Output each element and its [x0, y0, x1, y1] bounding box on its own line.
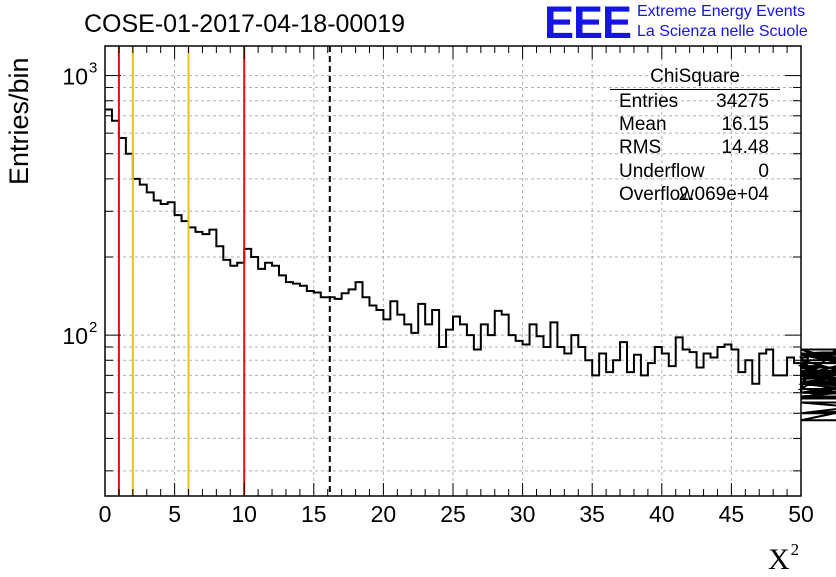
x-tick-label: 15	[301, 501, 327, 527]
logo-line-2: La Scienza nelle Scuole	[637, 23, 808, 40]
x-tick-label: 40	[649, 501, 675, 527]
x-tick-label: 35	[579, 501, 605, 527]
marker-lines	[117, 46, 331, 496]
stats-row: Underflow 0	[610, 160, 780, 183]
stats-box: ChiSquare Entries 34275 Mean 16.15 RMS 14.48 U…	[610, 66, 780, 206]
stats-value: 0	[758, 160, 769, 182]
y-tick-label: 10	[62, 64, 88, 90]
stats-box-name: ChiSquare	[610, 66, 780, 90]
stats-key: Mean	[619, 114, 667, 136]
y-axis-label: Entries/bin	[4, 57, 34, 185]
x-axis-label-symbol: X	[768, 543, 790, 576]
chart-title: COSE-01-2017-04-18-00019	[84, 10, 406, 38]
stats-value: 14.48	[721, 137, 769, 159]
x-tick-label: 10	[231, 501, 257, 527]
eee-logo: EEE	[544, 0, 632, 48]
histogram-series	[105, 108, 836, 422]
x-tick-label: 45	[719, 501, 745, 527]
stats-key: Entries	[619, 91, 679, 112]
x-tick-label: 5	[168, 501, 181, 527]
stats-key: Overflow	[619, 183, 694, 205]
x-axis-label: X2	[768, 540, 799, 577]
stats-row: Overflow 2.069e+04	[610, 183, 780, 206]
x-tick-label: 50	[788, 501, 814, 527]
stats-key: RMS	[619, 137, 662, 159]
y-tick-exponent: 3	[89, 60, 97, 77]
stats-row: Entries 34275	[610, 90, 780, 113]
axes	[104, 45, 802, 497]
stats-value: 16.15	[721, 114, 769, 136]
y-tick-exponent: 2	[89, 319, 97, 336]
grid-lines	[105, 46, 801, 496]
stats-value: 34275	[716, 91, 769, 112]
stats-value: 2.069e+04	[678, 183, 769, 205]
stats-key: Underflow	[619, 160, 705, 182]
x-tick-label: 0	[99, 501, 112, 527]
stats-row: Mean 16.15	[610, 113, 780, 136]
x-tick-label: 30	[510, 501, 536, 527]
stats-row: RMS 14.48	[610, 136, 780, 159]
logo-line-1: Extreme Energy Events	[637, 3, 806, 20]
x-tick-label: 25	[440, 501, 466, 527]
x-axis-label-superscript: 2	[790, 540, 800, 559]
x-tick-label: 20	[371, 501, 397, 527]
y-tick-label: 10	[62, 323, 88, 349]
stats-rows: Entries 34275 Mean 16.15 RMS 14.48 Underflow 0 O…	[610, 90, 780, 206]
histogram-line	[105, 108, 836, 422]
